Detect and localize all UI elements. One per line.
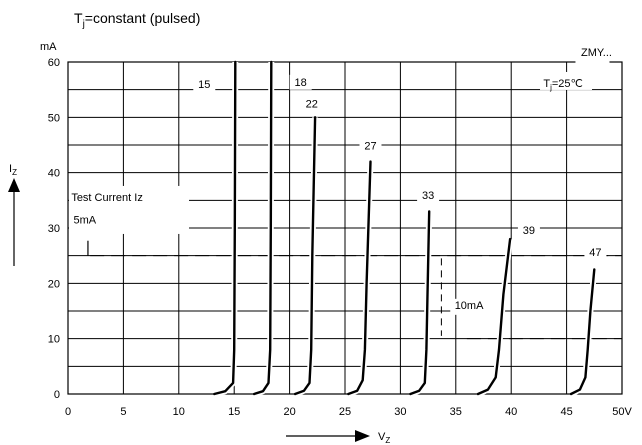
curve-22v: [293, 116, 317, 396]
x-tick-label: 10: [173, 406, 185, 418]
test-current-box: [69, 185, 189, 234]
y-tick-label: 40: [48, 168, 60, 180]
x-axis-label: VZ: [378, 431, 390, 445]
curve-halo: [569, 269, 598, 397]
series-label-box: [193, 77, 216, 93]
curve-halo: [476, 238, 514, 397]
curve-18v: [252, 60, 273, 396]
plot-frame: [67, 61, 623, 395]
x-tick-label: 40: [505, 406, 517, 418]
y-tick-label: 0: [54, 389, 60, 401]
series-label-33: 33: [422, 190, 434, 202]
series-label-15: 15: [198, 79, 210, 91]
series-label-box: [359, 138, 382, 154]
x-tick-label: 0: [65, 406, 71, 418]
curve-27v: [347, 160, 372, 396]
series-label-box: [289, 74, 312, 90]
x-tick-label: 50V: [612, 406, 632, 418]
y-unit-label: mA: [40, 41, 57, 53]
temperature-label-box: [540, 71, 593, 90]
span-10ma-box: [450, 298, 501, 315]
y-tick-label: 60: [48, 57, 60, 69]
y-axis-arrow: [8, 178, 20, 266]
series-labels: 15 18 22 27 33 39 47: [193, 74, 607, 261]
series-label-39: 39: [523, 225, 535, 237]
x-tick-label: 30: [394, 406, 406, 418]
series-label-box: [417, 188, 440, 204]
x-tick-label: 35: [450, 406, 462, 418]
curve-33v: [409, 210, 431, 396]
series-label-27: 27: [364, 140, 376, 152]
x-tick-label: 15: [228, 406, 240, 418]
x-tick-label: 5: [120, 406, 126, 418]
y-tick-label: 10: [48, 334, 60, 346]
series-label-22: 22: [306, 98, 318, 110]
span-10ma-label: 10mA: [455, 300, 484, 312]
series-label-box: [300, 96, 323, 112]
x-tick-label: 45: [560, 406, 572, 418]
test-current-5ma-label: 5mA: [74, 215, 97, 227]
series-label-box: [584, 245, 607, 261]
x-tick-label: 25: [339, 406, 351, 418]
curve-15v: [213, 60, 237, 396]
part-label-box: [575, 50, 610, 65]
test-current-label: Test Current Iz: [71, 192, 143, 204]
y-tick-label: 30: [48, 223, 60, 235]
series-label-47: 47: [589, 247, 601, 259]
curve-39v: [476, 237, 512, 396]
curve-47v: [569, 268, 596, 396]
series-label-18: 18: [295, 77, 307, 89]
y-tick-label: 50: [48, 112, 60, 124]
series-label-box: [517, 223, 540, 239]
curves: [213, 60, 598, 397]
part-label: ZMY...: [581, 47, 612, 59]
tick-labels: 0 5 10 15 20 25 30 35 40 45 50V 0 10 20 30 40 50 60: [48, 57, 633, 418]
x-tick-label: 20: [283, 406, 295, 418]
y-axis-label: IZ: [9, 163, 17, 177]
y-tick-label: 20: [48, 278, 60, 290]
x-axis-arrow: [286, 430, 370, 442]
chart-title: Tj=constant (pulsed): [74, 10, 200, 30]
temperature-label: Tj=25℃: [543, 78, 583, 92]
